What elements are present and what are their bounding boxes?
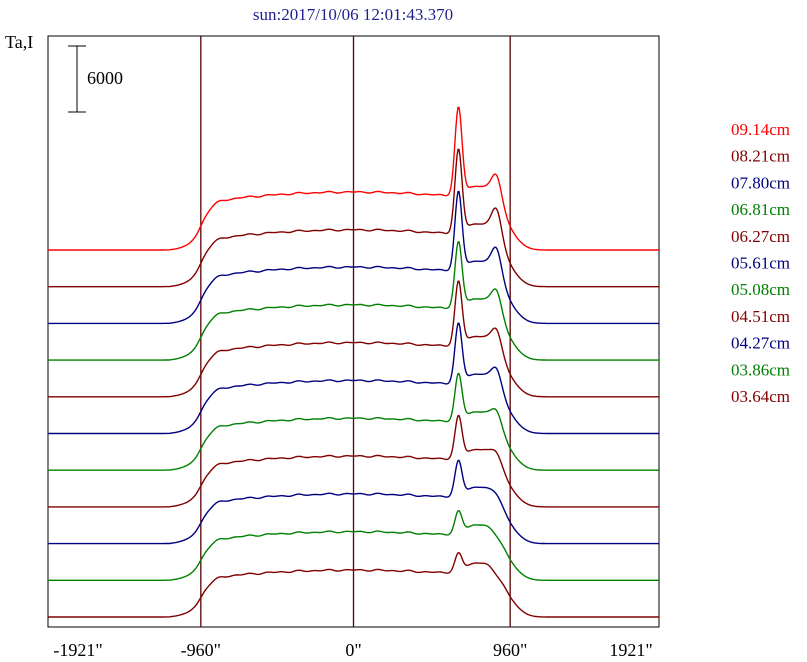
series-line-08.21cm [48,148,659,288]
chart-title: sun:2017/10/06 12:01:43.370 [253,5,453,24]
series-line-06.27cm [48,280,659,398]
legend-entry: 04.27cm [731,334,790,353]
series-line-03.86cm [48,509,659,581]
intensity-scale-bar [68,45,86,113]
series-line-05.61cm [48,322,659,435]
legend-entry: 09.14cm [731,120,790,139]
scale-bar-label: 6000 [87,68,123,88]
series-line-06.81cm [48,241,659,361]
x-tick-label: 960" [493,640,527,660]
legend-entry: 05.08cm [731,280,790,299]
x-tick-label: 0" [345,640,361,660]
series-line-04.51cm [48,414,659,508]
legend-entry: 03.86cm [731,360,790,379]
series-line-03.64cm [48,551,659,618]
x-axis-ticks: -1921" -960" 0" 960" 1921" [53,640,652,660]
series-line-09.14cm [48,106,659,251]
legend-entry: 04.51cm [731,307,790,326]
x-tick-label: 1921" [609,640,652,660]
y-axis-label: Ta,I [5,32,33,52]
legend-entry: 06.81cm [731,200,790,219]
reference-lines [200,36,511,627]
legend-entry: 03.64cm [731,387,790,406]
series-line-05.08cm [48,372,659,471]
series-line-04.27cm [48,459,659,545]
legend-entry: 06.27cm [731,227,790,246]
legend: 09.14cm 08.21cm 07.80cm 06.81cm 06.27cm 05.61… [731,120,790,406]
series-curves [48,106,659,618]
x-tick-label: -1921" [53,640,102,660]
legend-entry: 08.21cm [731,147,790,166]
x-tick-label: -960" [181,640,221,660]
legend-entry: 05.61cm [731,254,790,273]
legend-entry: 07.80cm [731,173,790,192]
series-line-07.80cm [48,190,659,325]
